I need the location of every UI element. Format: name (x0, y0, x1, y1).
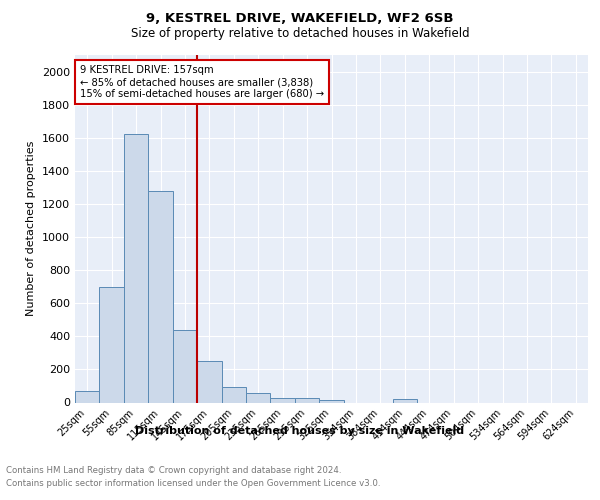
Bar (100, 286, 124, 403)
Bar (246, 394, 271, 402)
Text: 9 KESTREL DRIVE: 157sqm
← 85% of detached houses are smaller (3,838)
15% of semi: 9 KESTREL DRIVE: 157sqm ← 85% of detache… (80, 66, 324, 98)
Bar (124, 134, 148, 402)
Text: Size of property relative to detached houses in Wakefield: Size of property relative to detached ho… (131, 28, 469, 40)
Y-axis label: Number of detached properties: Number of detached properties (26, 141, 37, 316)
Bar (295, 398, 319, 402)
Bar (197, 361, 221, 403)
Bar (319, 400, 344, 402)
Bar (271, 398, 295, 402)
Text: Contains HM Land Registry data © Crown copyright and database right 2024.: Contains HM Land Registry data © Crown c… (6, 466, 341, 475)
Bar (173, 330, 197, 402)
Bar (148, 190, 173, 402)
Bar (392, 399, 417, 402)
Bar (221, 387, 246, 402)
Text: 9, KESTREL DRIVE, WAKEFIELD, WF2 6SB: 9, KESTREL DRIVE, WAKEFIELD, WF2 6SB (146, 12, 454, 26)
Text: Distribution of detached houses by size in Wakefield: Distribution of detached houses by size … (136, 426, 464, 436)
Bar (75, 391, 100, 402)
Text: Contains public sector information licensed under the Open Government Licence v3: Contains public sector information licen… (6, 479, 380, 488)
